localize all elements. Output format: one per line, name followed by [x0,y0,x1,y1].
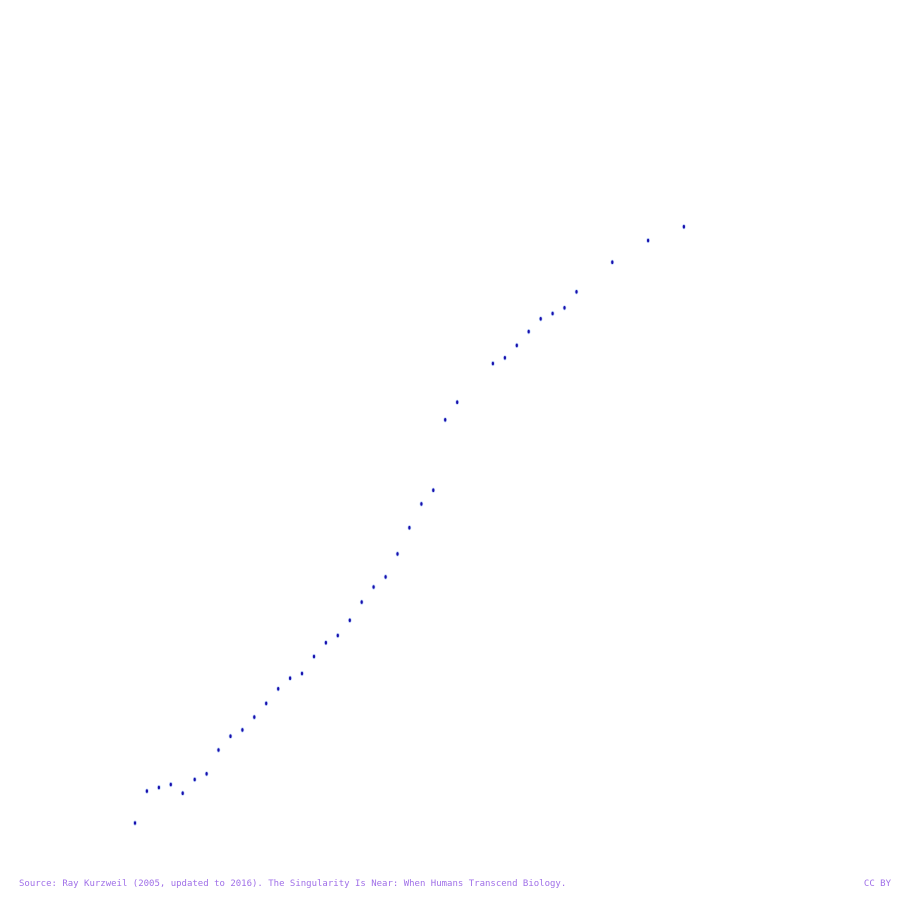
data-point [348,617,352,623]
data-point [133,820,137,826]
data-point [324,640,328,646]
data-point [288,675,292,681]
data-point [180,790,185,796]
data-point [443,417,448,423]
data-point [336,632,340,639]
data-point [550,310,555,317]
data-point [371,584,376,590]
data-point [157,784,161,791]
data-point [192,776,197,783]
data-point [610,259,615,265]
data-point [228,733,233,739]
data-point [240,727,245,733]
data-point [359,599,364,605]
data-point [431,487,436,493]
data-point [562,305,567,311]
footer: Source: Ray Kurzweil (2005, updated to 2… [0,879,911,893]
data-point [264,700,269,707]
data-point [276,686,281,692]
scatter-chart [133,224,686,826]
data-point [455,399,460,405]
data-point [252,714,257,720]
data-point [682,224,686,230]
source-note: Source: Ray Kurzweil (2005, updated to 2… [19,879,567,889]
data-point [300,670,304,677]
data-point [503,355,507,361]
data-point [169,781,173,788]
data-point [515,342,519,348]
data-point [216,747,221,753]
data-point [204,771,209,777]
data-point [491,360,495,367]
data-point [574,289,579,295]
data-point [312,653,316,660]
data-point [646,237,650,244]
data-point [526,329,531,335]
data-point [395,551,400,557]
data-point [419,501,424,507]
data-point [407,525,412,531]
data-point [538,316,543,322]
license-link[interactable]: CC BY [863,879,891,889]
data-point [145,788,149,794]
data-point [383,574,388,580]
